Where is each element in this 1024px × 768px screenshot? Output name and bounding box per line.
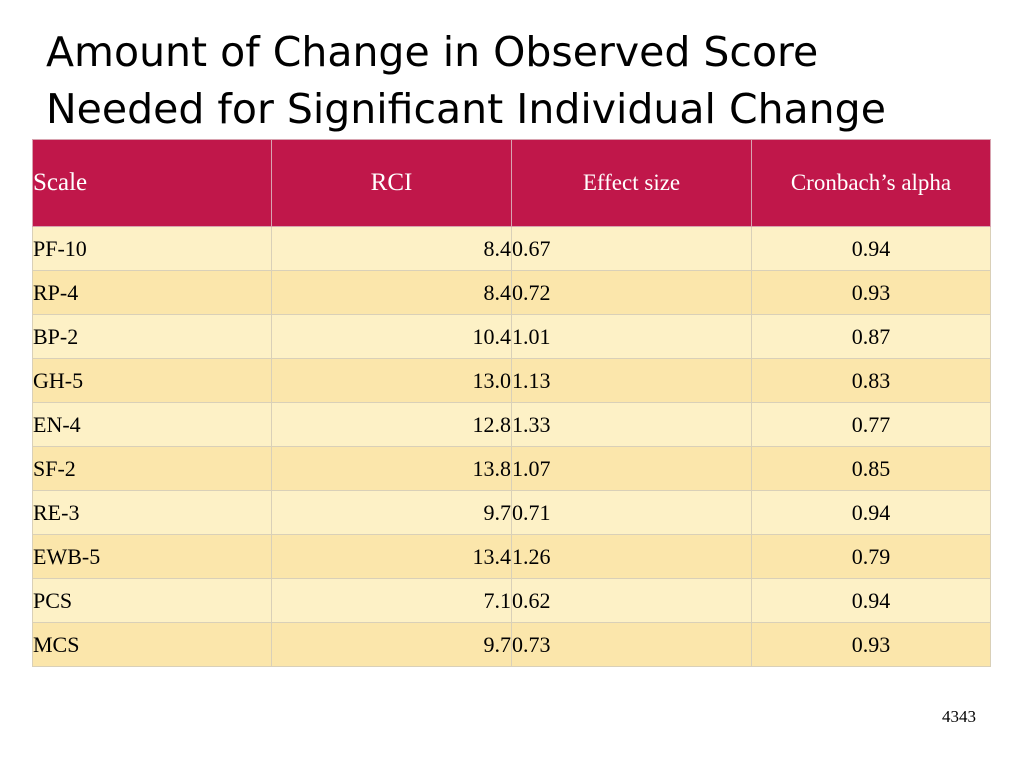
column-header-rci: RCI — [271, 139, 512, 227]
cell-rci: 8.4 — [271, 270, 512, 315]
cell-effect-size: 0.72 — [511, 270, 752, 315]
cell-effect-size: 0.62 — [511, 578, 752, 623]
cell-scale: PF-10 — [32, 226, 272, 271]
cell-rci: 13.4 — [271, 534, 512, 579]
cell-effect-size: 1.13 — [511, 358, 752, 403]
cell-scale: PCS — [32, 578, 272, 623]
cell-rci: 9.7 — [271, 490, 512, 535]
cell-effect-size: 0.71 — [511, 490, 752, 535]
cell-effect-size: 1.01 — [511, 314, 752, 359]
table-row: RP-4 8.4 0.72 0.93 — [32, 270, 991, 315]
cell-rci: 9.7 — [271, 622, 512, 667]
table-row: BP-2 10.4 1.01 0.87 — [32, 314, 991, 359]
column-header-effect-size: Effect size — [511, 139, 752, 227]
cell-rci: 12.8 — [271, 402, 512, 447]
cell-effect-size: 0.73 — [511, 622, 752, 667]
cell-scale: EWB-5 — [32, 534, 272, 579]
cell-scale: MCS — [32, 622, 272, 667]
cell-cronbach-alpha: 0.77 — [751, 402, 991, 447]
cell-cronbach-alpha: 0.83 — [751, 358, 991, 403]
table-header: Scale RCI Effect size Cronbach’s alpha — [32, 139, 991, 227]
cell-cronbach-alpha: 0.93 — [751, 622, 991, 667]
slide-title: Amount of Change in Observed Score Neede… — [46, 24, 886, 138]
cell-rci: 8.4 — [271, 226, 512, 271]
cell-effect-size: 0.67 — [511, 226, 752, 271]
table-body: PF-10 8.4 0.67 0.94 RP-4 8.4 0.72 0.93 B… — [32, 226, 991, 667]
table-header-row: Scale RCI Effect size Cronbach’s alpha — [32, 139, 991, 227]
cell-cronbach-alpha: 0.79 — [751, 534, 991, 579]
cell-cronbach-alpha: 0.94 — [751, 578, 991, 623]
cell-effect-size: 1.07 — [511, 446, 752, 491]
cell-scale: RP-4 — [32, 270, 272, 315]
cell-rci: 13.0 — [271, 358, 512, 403]
page-number: 4343 — [942, 707, 976, 726]
slide-title-line-1: Amount of Change in Observed Score — [46, 28, 819, 76]
cell-rci: 7.1 — [271, 578, 512, 623]
cell-scale: SF-2 — [32, 446, 272, 491]
table-row: SF-2 13.8 1.07 0.85 — [32, 446, 991, 491]
change-score-table: Scale RCI Effect size Cronbach’s alpha P… — [32, 139, 991, 667]
table-row: MCS 9.7 0.73 0.93 — [32, 622, 991, 667]
table-row: EWB-5 13.4 1.26 0.79 — [32, 534, 991, 579]
cell-cronbach-alpha: 0.94 — [751, 490, 991, 535]
cell-effect-size: 1.33 — [511, 402, 752, 447]
column-header-cronbach-alpha: Cronbach’s alpha — [751, 139, 991, 227]
table-row: EN-4 12.8 1.33 0.77 — [32, 402, 991, 447]
cell-cronbach-alpha: 0.87 — [751, 314, 991, 359]
cell-rci: 13.8 — [271, 446, 512, 491]
cell-scale: RE-3 — [32, 490, 272, 535]
table-row: RE-3 9.7 0.71 0.94 — [32, 490, 991, 535]
cell-scale: BP-2 — [32, 314, 272, 359]
column-header-scale: Scale — [32, 139, 272, 227]
cell-scale: GH-5 — [32, 358, 272, 403]
slide-title-line-2: Needed for Significant Individual Change — [46, 85, 886, 133]
table-row: GH-5 13.0 1.13 0.83 — [32, 358, 991, 403]
cell-effect-size: 1.26 — [511, 534, 752, 579]
cell-cronbach-alpha: 0.85 — [751, 446, 991, 491]
cell-cronbach-alpha: 0.93 — [751, 270, 991, 315]
cell-cronbach-alpha: 0.94 — [751, 226, 991, 271]
table-row: PF-10 8.4 0.67 0.94 — [32, 226, 991, 271]
cell-rci: 10.4 — [271, 314, 512, 359]
table-row: PCS 7.1 0.62 0.94 — [32, 578, 991, 623]
cell-scale: EN-4 — [32, 402, 272, 447]
